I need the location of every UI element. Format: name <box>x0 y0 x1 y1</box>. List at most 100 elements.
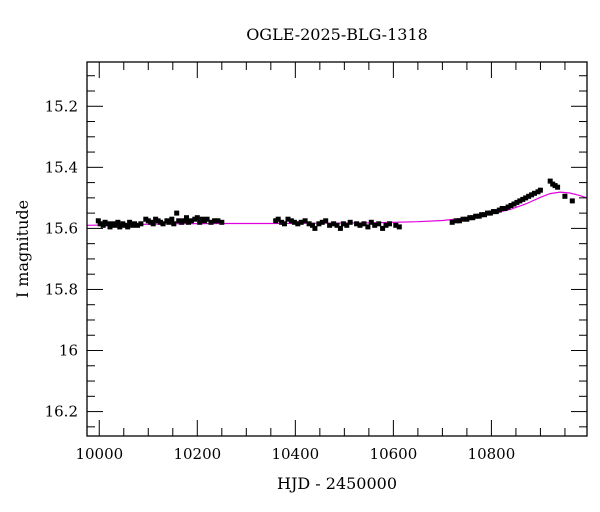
data-layer <box>86 178 588 231</box>
data-point <box>508 203 514 208</box>
data-point <box>150 221 156 227</box>
x-tick-label: 10800 <box>468 445 516 463</box>
data-point <box>532 190 537 196</box>
data-point <box>344 222 350 228</box>
plot-frame <box>86 61 588 437</box>
data-point <box>316 221 322 227</box>
y-tick-label: 15.6 <box>45 219 78 237</box>
data-point <box>496 207 502 213</box>
data-point <box>215 218 221 224</box>
data-point <box>482 212 487 218</box>
data-point <box>310 222 315 228</box>
data-point <box>464 216 470 222</box>
data-point <box>453 218 459 224</box>
data-point <box>365 224 371 230</box>
data-point <box>493 209 499 215</box>
data-point <box>526 193 532 199</box>
data-point <box>285 216 291 222</box>
data-point <box>383 222 389 228</box>
data-point <box>529 192 535 198</box>
data-point <box>107 224 113 230</box>
data-point <box>204 216 210 222</box>
data-point <box>174 210 180 216</box>
data-point <box>298 219 304 225</box>
data-point <box>117 224 123 230</box>
data-point <box>376 221 382 227</box>
y-axis-tick-labels: 15.2 15.4 15.6 15.8 16 16.2 <box>45 97 78 420</box>
x-tick-label: 10400 <box>271 445 319 463</box>
data-point <box>505 204 511 210</box>
data-point <box>319 219 325 225</box>
axis-ticks <box>87 62 587 436</box>
y-tick-label: 15.4 <box>45 158 78 176</box>
data-point <box>460 216 466 222</box>
data-point <box>340 221 346 227</box>
data-point <box>186 219 191 225</box>
data-point <box>181 218 187 224</box>
data-point <box>97 221 103 227</box>
data-point <box>555 184 561 190</box>
data-point <box>282 221 287 227</box>
plot-area <box>86 61 588 437</box>
data-point <box>361 221 367 227</box>
chart-title: OGLE-2025-BLG-1318 <box>246 25 428 44</box>
data-point <box>490 209 496 215</box>
data-point <box>487 210 493 216</box>
data-point <box>393 222 399 228</box>
data-point <box>470 215 476 221</box>
data-point <box>279 219 285 225</box>
y-tick-label: 15.8 <box>45 281 78 299</box>
y-tick-label: 15.2 <box>45 97 78 115</box>
data-point <box>122 222 128 228</box>
data-point <box>380 225 386 231</box>
data-point <box>132 221 137 227</box>
data-point <box>219 219 225 225</box>
data-point <box>347 219 353 225</box>
data-point <box>295 221 301 227</box>
data-point <box>562 193 568 199</box>
data-point <box>176 218 182 224</box>
data-point <box>112 222 118 228</box>
data-point <box>102 219 108 225</box>
data-point <box>166 219 172 225</box>
data-point <box>138 221 144 227</box>
data-point <box>569 198 575 204</box>
y-axis-label: I magnitude <box>13 200 32 298</box>
data-point <box>517 198 523 204</box>
data-point <box>105 221 111 227</box>
data-point <box>160 221 166 227</box>
data-point <box>499 206 505 211</box>
data-point <box>449 219 455 225</box>
data-point <box>115 219 121 225</box>
data-point <box>127 219 133 225</box>
data-point <box>354 221 360 227</box>
data-point <box>208 219 214 225</box>
data-point <box>479 212 485 218</box>
data-point <box>520 196 526 202</box>
data-point <box>275 216 281 222</box>
data-point <box>473 213 479 219</box>
data-point <box>514 199 520 205</box>
data-point <box>184 215 189 221</box>
data-point <box>188 218 194 224</box>
data-point <box>547 178 553 184</box>
data-point <box>396 224 402 230</box>
data-point <box>457 218 462 224</box>
data-point <box>288 218 294 224</box>
data-point <box>306 221 312 227</box>
data-point <box>135 222 140 228</box>
data-point <box>502 206 508 211</box>
data-point <box>357 222 363 228</box>
y-tick-label: 16 <box>59 342 78 360</box>
data-point <box>194 215 200 221</box>
data-point <box>337 225 343 231</box>
data-point <box>197 219 203 225</box>
data-point <box>327 222 333 228</box>
data-point <box>291 219 297 225</box>
data-point <box>302 218 308 224</box>
data-point <box>95 218 101 224</box>
data-point <box>467 215 473 221</box>
data-point <box>100 222 106 228</box>
data-point <box>387 221 392 227</box>
